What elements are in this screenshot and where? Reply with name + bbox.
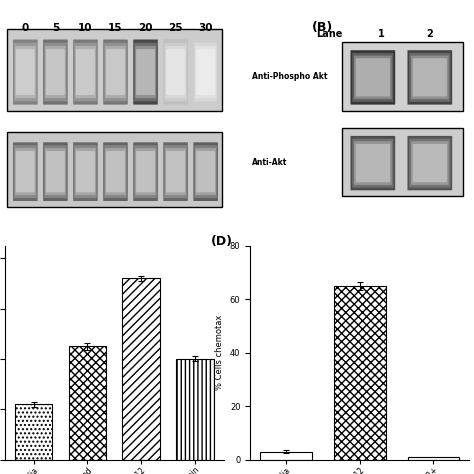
FancyBboxPatch shape <box>356 144 390 182</box>
FancyBboxPatch shape <box>350 50 395 105</box>
FancyBboxPatch shape <box>136 151 155 192</box>
Bar <box>342 128 463 196</box>
FancyBboxPatch shape <box>194 43 217 101</box>
Text: 25: 25 <box>168 23 183 33</box>
Text: Anti-Phospho Akt: Anti-Phospho Akt <box>252 72 328 81</box>
FancyBboxPatch shape <box>76 151 95 192</box>
FancyBboxPatch shape <box>135 46 156 98</box>
FancyBboxPatch shape <box>105 148 126 195</box>
FancyBboxPatch shape <box>409 138 450 188</box>
FancyBboxPatch shape <box>43 39 68 105</box>
FancyBboxPatch shape <box>75 46 96 98</box>
Bar <box>7 29 222 110</box>
FancyBboxPatch shape <box>194 145 217 198</box>
Text: 20: 20 <box>138 23 153 33</box>
Text: 10: 10 <box>78 23 93 33</box>
FancyBboxPatch shape <box>354 141 392 185</box>
Text: 2: 2 <box>427 29 433 39</box>
FancyBboxPatch shape <box>196 151 215 192</box>
FancyBboxPatch shape <box>134 145 157 198</box>
FancyBboxPatch shape <box>73 39 98 105</box>
FancyBboxPatch shape <box>136 49 155 95</box>
FancyBboxPatch shape <box>45 148 66 195</box>
FancyBboxPatch shape <box>46 151 65 192</box>
FancyBboxPatch shape <box>13 39 37 105</box>
FancyBboxPatch shape <box>76 49 95 95</box>
Text: 15: 15 <box>108 23 123 33</box>
FancyBboxPatch shape <box>354 55 392 99</box>
FancyBboxPatch shape <box>106 49 125 95</box>
Bar <box>176 359 214 460</box>
FancyBboxPatch shape <box>135 148 156 195</box>
FancyBboxPatch shape <box>105 46 126 98</box>
FancyBboxPatch shape <box>411 141 449 185</box>
FancyBboxPatch shape <box>133 39 158 105</box>
FancyBboxPatch shape <box>165 46 186 98</box>
FancyBboxPatch shape <box>193 39 218 105</box>
FancyBboxPatch shape <box>14 43 36 101</box>
FancyBboxPatch shape <box>103 39 128 105</box>
Text: (B): (B) <box>311 21 333 34</box>
FancyBboxPatch shape <box>15 148 36 195</box>
Bar <box>7 132 222 207</box>
FancyBboxPatch shape <box>164 43 187 101</box>
FancyBboxPatch shape <box>45 46 66 98</box>
FancyBboxPatch shape <box>75 148 96 195</box>
FancyBboxPatch shape <box>413 58 447 97</box>
FancyBboxPatch shape <box>413 144 447 182</box>
FancyBboxPatch shape <box>133 142 158 201</box>
FancyBboxPatch shape <box>193 142 218 201</box>
FancyBboxPatch shape <box>408 136 452 190</box>
FancyBboxPatch shape <box>16 151 35 192</box>
FancyBboxPatch shape <box>74 145 97 198</box>
Text: 1: 1 <box>378 29 385 39</box>
FancyBboxPatch shape <box>103 142 128 201</box>
FancyBboxPatch shape <box>350 136 395 190</box>
FancyBboxPatch shape <box>134 43 157 101</box>
FancyBboxPatch shape <box>104 145 127 198</box>
FancyBboxPatch shape <box>74 43 97 101</box>
FancyBboxPatch shape <box>409 53 450 102</box>
FancyBboxPatch shape <box>196 49 215 95</box>
FancyBboxPatch shape <box>408 50 452 105</box>
FancyBboxPatch shape <box>166 151 185 192</box>
FancyBboxPatch shape <box>14 145 36 198</box>
FancyBboxPatch shape <box>165 148 186 195</box>
Y-axis label: % Cells chemotax: % Cells chemotax <box>215 315 224 391</box>
FancyBboxPatch shape <box>164 145 187 198</box>
FancyBboxPatch shape <box>195 46 216 98</box>
FancyBboxPatch shape <box>352 138 393 188</box>
Text: 0: 0 <box>22 23 29 33</box>
Text: 5: 5 <box>52 23 59 33</box>
FancyBboxPatch shape <box>73 142 98 201</box>
Bar <box>334 286 385 460</box>
FancyBboxPatch shape <box>164 39 188 105</box>
FancyBboxPatch shape <box>16 49 35 95</box>
FancyBboxPatch shape <box>44 43 67 101</box>
Bar <box>122 278 160 460</box>
FancyBboxPatch shape <box>15 46 36 98</box>
Bar <box>408 457 459 460</box>
FancyBboxPatch shape <box>352 53 393 102</box>
FancyBboxPatch shape <box>164 142 188 201</box>
Bar <box>342 42 463 110</box>
FancyBboxPatch shape <box>46 49 65 95</box>
FancyBboxPatch shape <box>13 142 37 201</box>
Bar <box>260 452 312 460</box>
FancyBboxPatch shape <box>411 55 449 99</box>
Bar <box>69 346 106 460</box>
Text: (D): (D) <box>211 235 233 248</box>
FancyBboxPatch shape <box>44 145 67 198</box>
FancyBboxPatch shape <box>106 151 125 192</box>
Bar <box>15 404 53 460</box>
Text: 30: 30 <box>199 23 213 33</box>
FancyBboxPatch shape <box>356 58 390 97</box>
FancyBboxPatch shape <box>43 142 68 201</box>
Text: Lane: Lane <box>316 29 342 39</box>
FancyBboxPatch shape <box>195 148 216 195</box>
FancyBboxPatch shape <box>166 49 185 95</box>
FancyBboxPatch shape <box>104 43 127 101</box>
Text: Anti-Akt: Anti-Akt <box>252 157 288 166</box>
